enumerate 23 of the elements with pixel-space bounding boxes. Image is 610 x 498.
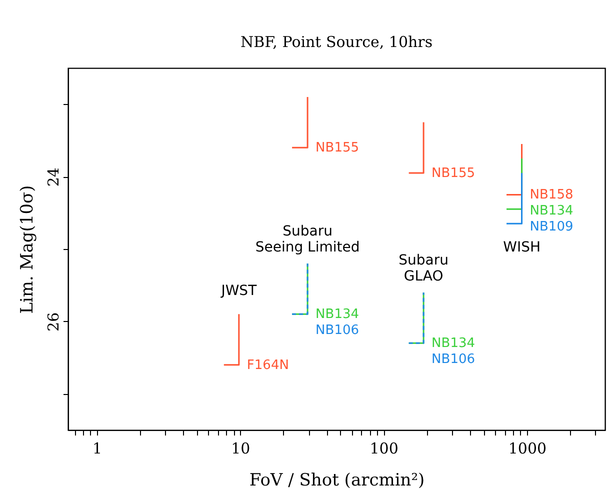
x-tick-label: 1000 (508, 440, 547, 458)
x-tick-label: 1 (92, 440, 102, 458)
chart-title: NBF, Point Source, 10hrs (240, 33, 433, 51)
x-tick-label: 10 (231, 440, 250, 458)
series-label: NB134 (316, 307, 360, 322)
series-label: NB155 (432, 166, 476, 181)
series-label: NB158 (530, 188, 574, 203)
series-label: NB134 (432, 336, 476, 352)
x-tick-label: 100 (370, 440, 398, 458)
y-axis-title: Lim. Mag(10σ) (18, 185, 38, 314)
y-tick-label: 26 (44, 312, 62, 332)
series-label: F164N (246, 358, 289, 373)
y-tick-label: 24 (44, 168, 62, 187)
annotation: WISH (503, 240, 540, 256)
series-label: NB155 (316, 140, 360, 156)
series-label: NB106 (432, 352, 476, 368)
x-axis-title: FoV / Shot (arcmin²) (249, 470, 425, 490)
annotation: Subaru Seeing Limited (255, 223, 360, 256)
series-label: NB134 (530, 204, 574, 219)
series-label: NB106 (316, 323, 360, 338)
annotation: JWST (220, 283, 258, 300)
annotation: Subaru GLAO (398, 252, 448, 284)
series-label: NB109 (530, 220, 574, 235)
